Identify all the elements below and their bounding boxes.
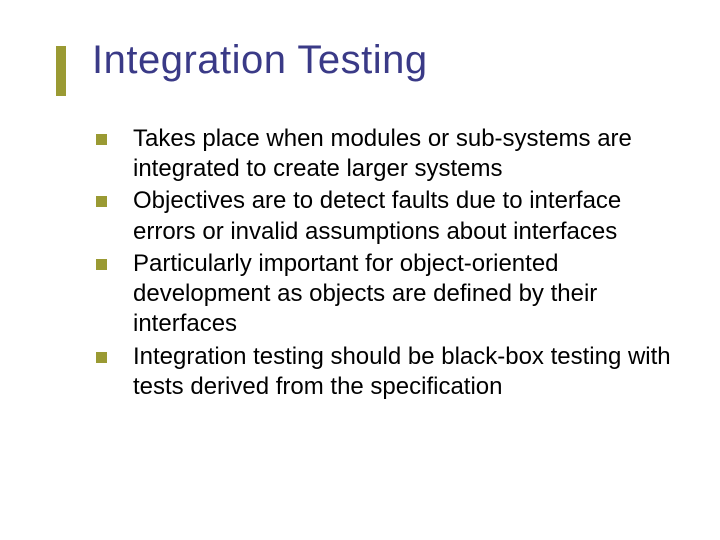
bullet-text: Objectives are to detect faults due to i… [133,186,680,246]
square-bullet-icon [96,196,107,207]
bullet-text: Integration testing should be black-box … [133,342,680,402]
square-bullet-icon [96,259,107,270]
bullet-text: Particularly important for object-orient… [133,249,680,340]
square-bullet-icon [96,352,107,363]
slide-body: Takes place when modules or sub-systems … [96,124,680,404]
list-item: Objectives are to detect faults due to i… [96,186,680,246]
list-item: Particularly important for object-orient… [96,249,680,340]
slide-title: Integration Testing [92,38,428,83]
list-item: Takes place when modules or sub-systems … [96,124,680,184]
list-item: Integration testing should be black-box … [96,342,680,402]
square-bullet-icon [96,134,107,145]
slide: Integration Testing Takes place when mod… [0,0,720,540]
bullet-text: Takes place when modules or sub-systems … [133,124,680,184]
title-accent-bar [56,46,66,96]
